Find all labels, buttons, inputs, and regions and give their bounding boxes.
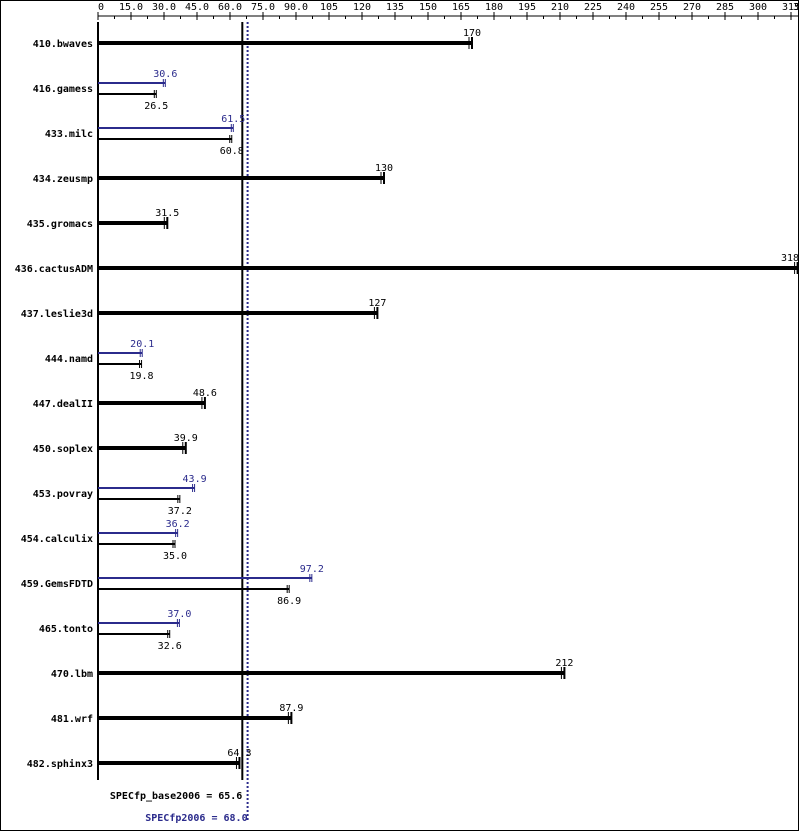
benchmark-label: 444.namd [45,354,93,365]
base-bar [98,266,798,270]
x-tick-label: 285 [716,2,734,13]
benchmark-label: 433.milc [45,128,93,140]
peak-value-label: 43.9 [183,474,207,485]
benchmark-label: 434.zeusmp [33,174,93,185]
x-tick-label: 300 [749,2,767,13]
base-value-label: 318 [781,253,799,264]
benchmark-label: 481.wrf [51,714,93,725]
base-value-label: 170 [463,28,481,39]
base-value-label: 64.3 [227,748,251,759]
x-tick-label: 225 [584,2,602,13]
x-tick-label: 150 [419,2,437,13]
x-tick-label: 15.0 [119,2,143,13]
peak-value-label: 97.2 [300,564,324,575]
x-tick-label: 105 [320,2,338,13]
base-bar [98,221,168,225]
benchmark-label: 416.gamess [33,84,93,95]
x-tick-label: 0 [98,2,104,13]
base-value-label: 60.8 [220,146,244,157]
base-bar [98,41,472,45]
benchmark-label: 454.calculix [21,533,93,545]
peak-value-label: 61.5 [221,114,245,125]
base-value-label: 37.2 [168,506,192,517]
base-value-label: 127 [368,298,386,309]
base-value-label: 32.6 [158,641,182,652]
base-value-label: 31.5 [155,208,179,219]
x-tick-label: 45.0 [185,2,209,13]
peak-value-label: 20.1 [130,339,154,350]
base-value-label: 26.5 [144,101,168,112]
peak-value-label: 30.6 [153,69,177,80]
base-bar [98,446,186,450]
x-tick-label: 210 [551,2,569,13]
base-value-label: 130 [375,163,393,174]
x-tick-label: 30.0 [152,2,176,13]
benchmark-label: 410.bwaves [33,39,93,50]
x-tick-label: 180 [485,2,503,13]
benchmark-label: 459.GemsFDTD [21,579,93,590]
labels: SPECfp_base2006 = 65.6 SPECfp2006 = 68.0 4… [15,28,799,824]
benchmark-label: 465.tonto [39,624,93,635]
benchmark-label: 450.soplex [33,444,93,455]
base-value-label: 87.9 [279,703,303,714]
reference-label-peak: SPECfp2006 = 68.0 [145,813,247,824]
benchmark-label: 470.lbm [51,669,93,680]
x-tick-label: 195 [518,2,536,13]
reference-label-base: SPECfp_base2006 = 65.6 [110,791,242,802]
benchmark-label: 437.leslie3d [21,308,93,320]
base-bar [98,761,240,765]
benchmark-label: 436.cactusADM [15,264,93,275]
base-bar [98,671,565,675]
base-value-label: 212 [555,658,573,669]
x-tick-label: 90.0 [284,2,308,13]
base-bar [98,401,205,405]
x-tick-label: 315 [782,2,799,13]
benchmark-label: 447.dealII [33,399,93,410]
x-tick-label: 240 [617,2,635,13]
x-tick-label: 60.0 [218,2,242,13]
benchmark-label: 482.sphinx3 [27,758,93,770]
base-bar [98,176,384,180]
x-tick-label: 270 [683,2,701,13]
base-value-label: 86.9 [277,596,301,607]
reference-lines [241,22,249,822]
benchmark-label: 435.gromacs [27,219,93,230]
base-value-label: 39.9 [174,433,198,444]
base-value-label: 19.8 [130,371,154,382]
x-tick-label: 75.0 [251,2,275,13]
x-tick-label: 255 [650,2,668,13]
base-value-label: 35.0 [163,551,187,562]
peak-value-label: 36.2 [166,519,190,530]
peak-value-label: 37.0 [167,609,191,620]
x-tick-label: 165 [452,2,470,13]
x-tick-label: 120 [353,2,371,13]
base-value-label: 48.6 [193,388,217,399]
x-tick-label: 320 [793,2,799,13]
base-bar [98,311,378,315]
x-tick-label: 135 [386,2,404,13]
benchmark-label: 453.povray [33,489,93,500]
bars [98,37,799,769]
base-bar [98,716,292,720]
